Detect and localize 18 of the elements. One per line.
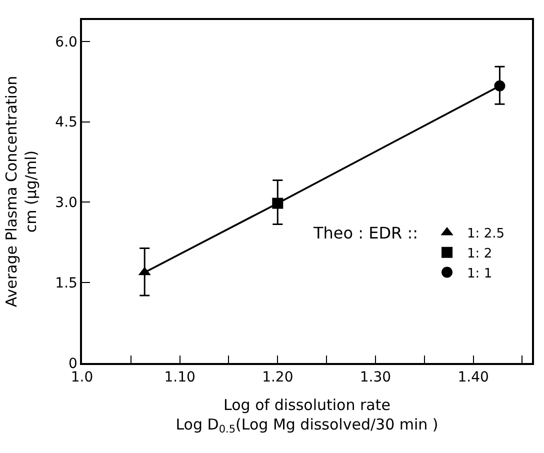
x-tick-label: 1.20 [262,370,294,386]
x-tick-label: 1.10 [164,370,196,386]
point [272,198,284,209]
x-tick-label: 1.40 [458,370,489,386]
y-tick-label: 4.5 [55,114,78,131]
x-tick-label: 1.30 [360,370,392,386]
y-tick-label: 1.5 [55,276,78,292]
x-axis-title: Log of dissolution rate Log D$_{0.5}$(Log Mg dissolved/30 min ) [176,396,438,436]
legend-title: Theo : EDR :: [312,223,418,242]
y-tick-label: 6.0 [55,34,78,50]
legend-label: 1: 2.5 [467,226,504,242]
y-axis-title: Average Plasma Concentration cm (µg/ml) [2,76,40,308]
y-tick-label: 3.0 [55,195,78,212]
x-tick-label: 1.0 [70,370,94,386]
y-tick-label: 0 [68,356,78,372]
legend-label: 1: 2 [467,246,492,262]
point [494,80,506,92]
legend-label: 1: 1 [467,266,492,282]
